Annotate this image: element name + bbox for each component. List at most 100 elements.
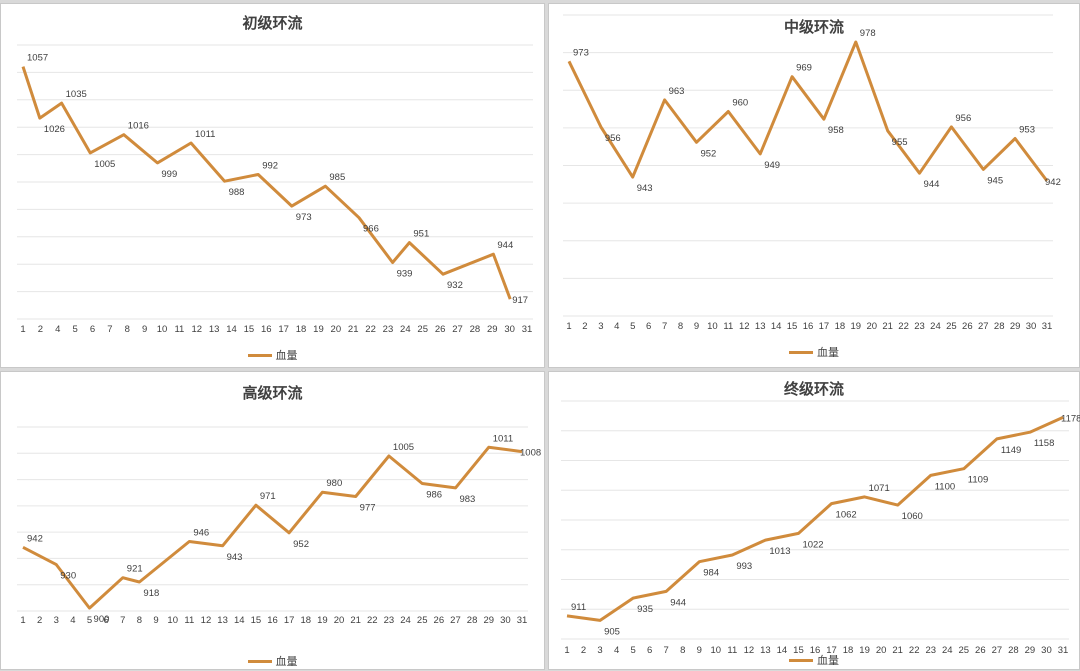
x-tick-label: 19 (313, 324, 324, 335)
x-tick-label: 11 (727, 645, 737, 656)
data-label: 1149 (1001, 445, 1021, 456)
x-tick-label: 2 (581, 645, 586, 656)
x-tick-label: 13 (209, 324, 220, 335)
data-label: 999 (161, 169, 177, 180)
x-tick-label: 21 (350, 615, 361, 626)
data-label: 1060 (902, 511, 923, 522)
chart-title: 高级环流 (242, 384, 303, 402)
x-tick-label: 20 (334, 615, 345, 626)
x-tick-label: 7 (664, 645, 669, 656)
data-label: 966 (363, 224, 379, 235)
data-label: 992 (262, 161, 278, 172)
x-tick-label: 1 (20, 324, 25, 335)
x-tick-label: 8 (137, 615, 142, 626)
x-tick-label: 16 (267, 615, 278, 626)
x-tick-label: 31 (517, 615, 528, 626)
x-tick-label: 12 (744, 645, 755, 656)
x-tick-label: 14 (777, 645, 788, 656)
x-tick-label: 9 (142, 324, 147, 335)
x-tick-label: 30 (500, 615, 511, 626)
data-label: 1071 (869, 483, 890, 494)
x-tick-label: 19 (851, 321, 862, 332)
data-label: 1100 (935, 481, 955, 492)
line-chart-intermediate: 1 2 3 4 5 6 7 8 9 10 11 12 13 14 15 16 17 18 19 20 21 22 23 24 2… (563, 14, 1061, 332)
x-tick-label: 5 (72, 324, 77, 335)
data-label: 952 (700, 148, 716, 159)
x-tick-label: 3 (597, 645, 602, 656)
x-tick-label: 17 (284, 615, 295, 626)
x-tick-label: 30 (1041, 645, 1052, 656)
x-tick-label: 27 (978, 321, 989, 332)
x-tick-label: 2 (582, 321, 587, 332)
x-tick-label: 15 (251, 615, 262, 626)
x-tick-label: 14 (226, 324, 237, 335)
data-label: 993 (736, 561, 752, 572)
data-label: 1057 (27, 53, 48, 64)
data-label: 1026 (44, 124, 65, 135)
data-label: 953 (1019, 124, 1035, 135)
x-tick-label: 6 (646, 321, 651, 332)
x-tick-label: 18 (296, 324, 307, 335)
x-tick-label: 24 (942, 645, 953, 656)
x-tick-label: 10 (707, 321, 718, 332)
data-label: 1011 (493, 433, 513, 444)
data-label: 1005 (393, 442, 414, 453)
data-label: 960 (732, 97, 748, 108)
x-tick-label: 18 (843, 645, 854, 656)
x-tick-label: 20 (876, 645, 887, 656)
x-axis-ticks: 1 2 3 4 5 6 7 8 9 10 11 12 13 14 15 16 17 18 19 20 21 22 23 24 2… (20, 615, 527, 626)
gridlines (563, 14, 1053, 317)
chart-title: 终级环流 (783, 380, 844, 398)
x-tick-label: 9 (153, 615, 158, 626)
data-label: 963 (669, 86, 685, 97)
x-tick-label: 1 (20, 615, 25, 626)
data-label: 971 (260, 491, 276, 502)
data-label: 980 (326, 478, 342, 489)
x-tick-label: 17 (278, 324, 289, 335)
x-tick-label: 15 (244, 324, 255, 335)
data-label: 944 (497, 240, 513, 251)
legend-label: 血量 (817, 655, 839, 667)
gridlines (17, 44, 533, 320)
data-labels: 1057 1026 1035 1005 1016 999 1011 988 992 973 985 9… (27, 53, 528, 306)
data-label: 939 (397, 269, 413, 280)
x-tick-label: 29 (1025, 645, 1036, 656)
data-label: 973 (573, 47, 589, 58)
x-tick-label: 21 (892, 645, 903, 656)
x-tick-label: 31 (522, 324, 533, 335)
chart-legend: 血量 (549, 344, 1079, 360)
data-label: 1158 (1034, 438, 1054, 449)
x-tick-label: 23 (383, 324, 394, 335)
x-tick-label: 22 (367, 615, 378, 626)
x-tick-label: 28 (470, 324, 481, 335)
x-tick-label: 26 (975, 645, 986, 656)
data-label: 917 (512, 295, 528, 306)
x-tick-label: 4 (614, 645, 619, 656)
legend-label: 血量 (275, 350, 298, 362)
line-chart-primary: 1 2 4 5 6 7 8 9 10 11 12 13 14 15 16 17 18 19 20 21 22 23 24 25… (17, 44, 533, 335)
data-label: 1008 (520, 448, 541, 459)
data-label: 921 (127, 564, 143, 575)
x-tick-label: 9 (694, 321, 699, 332)
series-line (567, 40, 1049, 182)
data-label: 932 (447, 280, 463, 291)
x-tick-label: 4 (614, 321, 619, 332)
data-label: 945 (987, 175, 1003, 186)
x-tick-label: 19 (859, 645, 870, 656)
data-label: 905 (604, 626, 620, 637)
data-label: 988 (229, 187, 245, 198)
data-label: 1062 (836, 510, 857, 521)
legend-label: 血量 (275, 656, 298, 668)
gridlines (561, 400, 1069, 640)
x-tick-label: 15 (793, 645, 804, 656)
x-tick-label: 29 (1010, 321, 1021, 332)
data-label: 986 (426, 490, 442, 501)
x-tick-label: 15 (787, 321, 798, 332)
x-tick-label: 4 (55, 324, 60, 335)
x-tick-label: 3 (598, 321, 603, 332)
series-line (566, 416, 1064, 622)
data-label: 930 (60, 571, 76, 582)
chart-title: 中级环流 (783, 18, 844, 36)
line-chart-advanced: 1 2 3 4 5 6 7 8 9 10 11 12 13 14 15 16 17 18 19 20 21 22 23 24 2… (17, 426, 541, 626)
x-tick-label: 27 (450, 615, 461, 626)
